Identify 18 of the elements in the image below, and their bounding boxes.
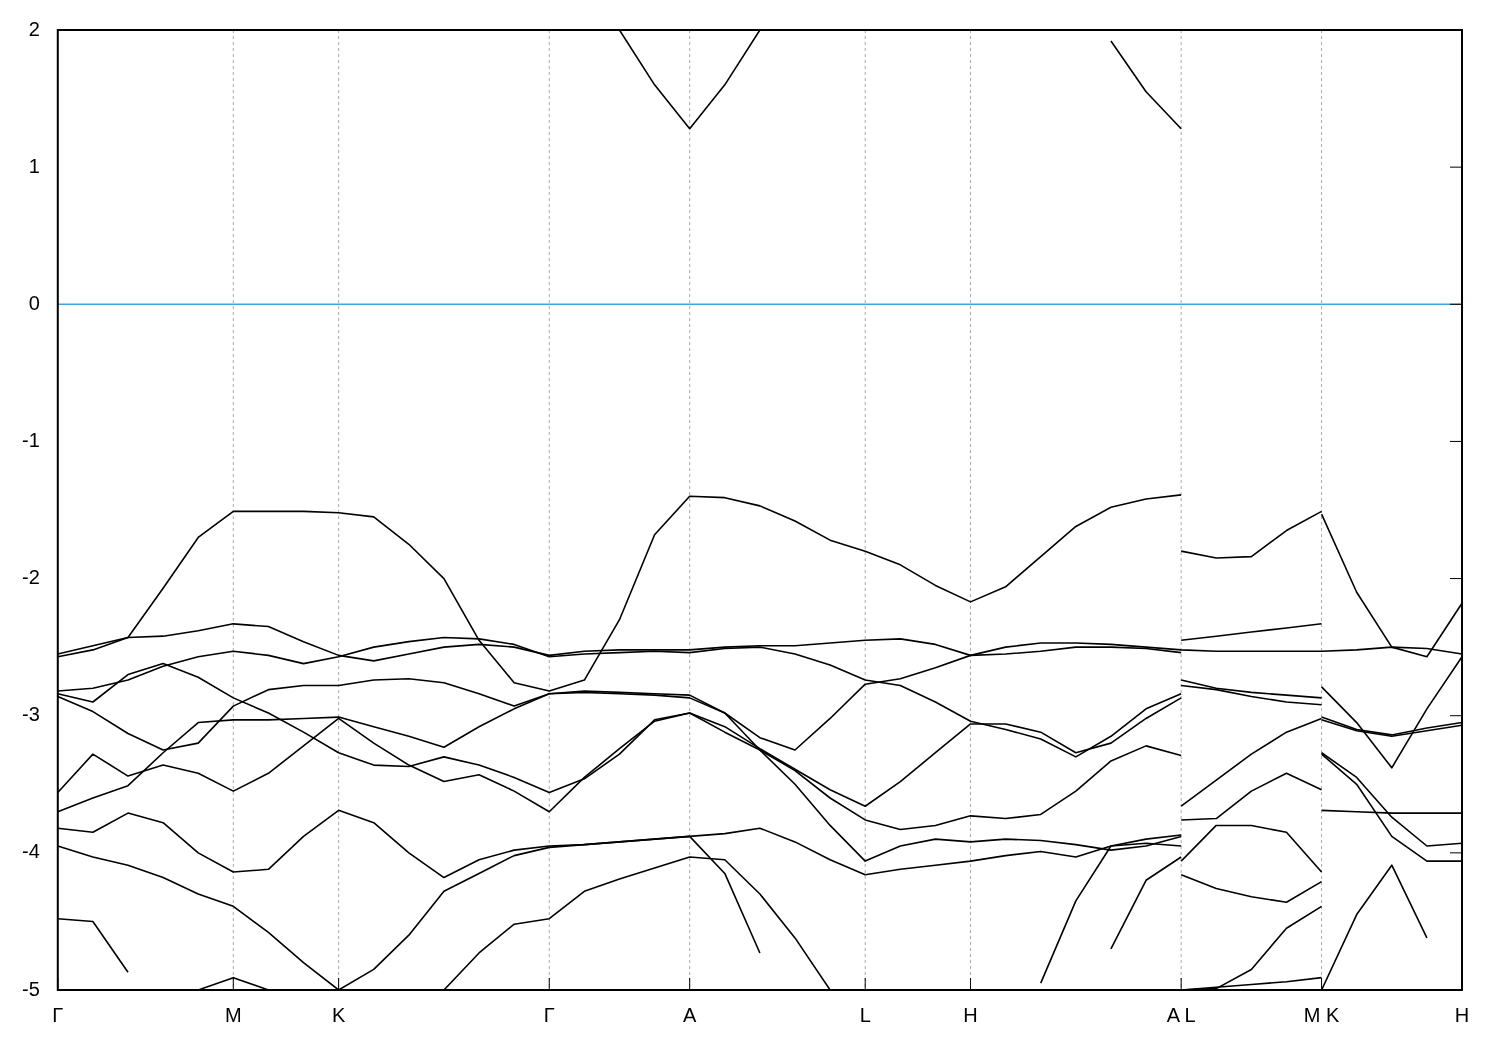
x-tick-label: M (224, 1003, 242, 1026)
y-tick-label: -4 (21, 840, 40, 863)
y-tick-label: -1 (21, 428, 40, 451)
y-tick-label: -2 (21, 566, 40, 589)
y-tick-label: -3 (21, 703, 40, 726)
x-tick-label: A (683, 1003, 698, 1026)
y-tick-label: 1 (28, 154, 40, 177)
x-tick-label: Γ (52, 1003, 64, 1026)
x-tick-label: H (963, 1003, 978, 1026)
y-tick-label: 2 (28, 17, 40, 40)
x-tick-label: L (859, 1003, 871, 1026)
y-tick-label: 0 (28, 291, 40, 314)
y-tick-label: -5 (21, 977, 40, 1000)
x-tick-label: Γ (543, 1003, 555, 1026)
x-tick-label: M K (1303, 1003, 1341, 1026)
x-tick-label: H (1454, 1003, 1470, 1026)
x-tick-label: K (331, 1003, 346, 1026)
x-tick-label: A L (1166, 1003, 1196, 1026)
